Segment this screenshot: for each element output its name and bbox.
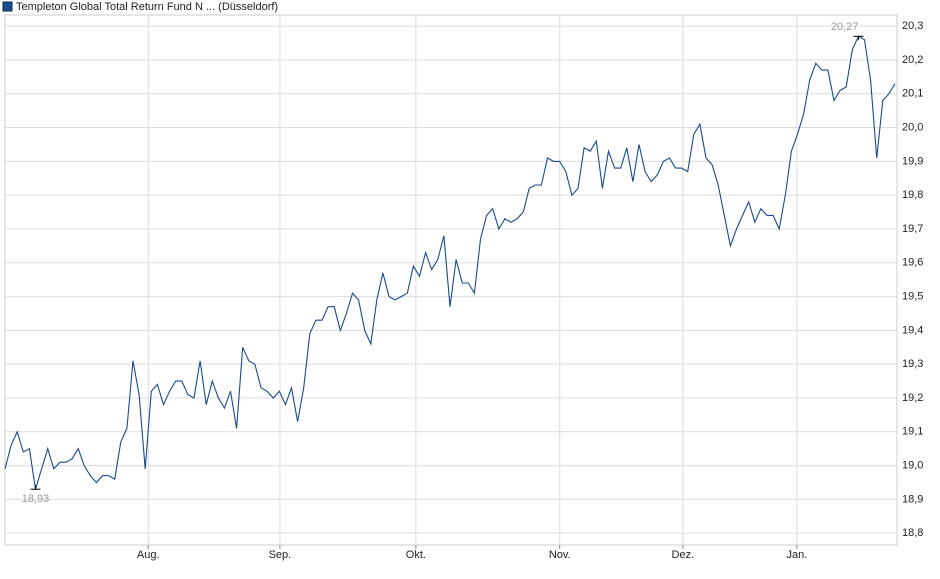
x-tick-label: Sep. [269, 549, 292, 561]
y-tick-label: 18,8 [902, 527, 923, 539]
y-tick-label: 19,9 [902, 155, 923, 167]
y-tick-label: 19,0 [902, 459, 923, 471]
x-tick-label: Aug. [137, 549, 160, 561]
y-tick-label: 20,2 [902, 54, 923, 66]
y-tick-label: 19,8 [902, 189, 923, 201]
y-tick-label: 19,4 [902, 324, 923, 336]
y-tick-label: 20,1 [902, 88, 923, 100]
x-tick-label: Okt. [406, 549, 426, 561]
y-tick-label: 19,5 [902, 290, 923, 302]
price-line [4, 35, 896, 490]
annotation-label: 18,93 [22, 493, 50, 505]
plot-area [4, 14, 898, 546]
y-tick-label: 19,3 [902, 358, 923, 370]
y-tick-label: 18,9 [902, 493, 923, 505]
y-tick-label: 20,0 [902, 121, 923, 133]
legend-swatch [2, 1, 13, 12]
x-tick-label: Nov. [549, 549, 571, 561]
y-tick-label: 20,3 [902, 20, 923, 32]
x-tick-label: Jan. [786, 549, 807, 561]
y-tick-label: 19,1 [902, 426, 923, 438]
legend-label: Templeton Global Total Return Fund N ...… [16, 1, 278, 13]
y-tick-label: 19,2 [902, 392, 923, 404]
y-tick-label: 19,7 [902, 223, 923, 235]
x-tick-label: Dez. [672, 549, 695, 561]
y-tick-label: 19,6 [902, 257, 923, 269]
annotation-label: 20,27 [831, 21, 859, 33]
